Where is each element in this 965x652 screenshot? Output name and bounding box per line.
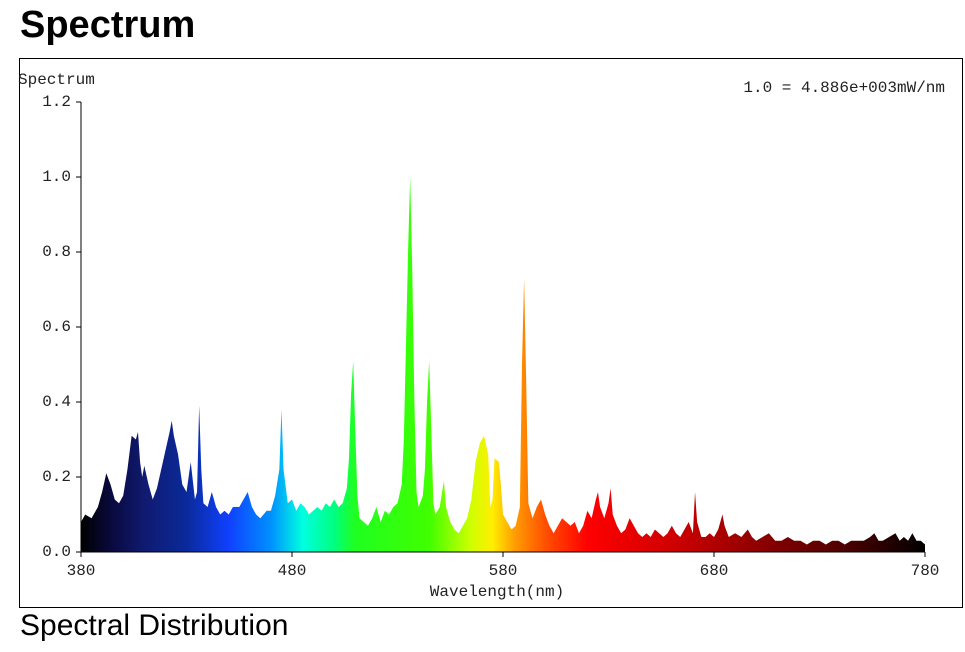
x-tick-label: 580 [489, 562, 518, 580]
y-tick-label: 0.8 [42, 243, 71, 261]
y-tick-label: 0.4 [42, 393, 71, 411]
chart-title: Spectrum [18, 71, 95, 89]
x-axis-label: Wavelength(nm) [430, 583, 564, 601]
y-tick-label: 1.0 [42, 168, 71, 186]
caption: Spectral Distribution [20, 609, 288, 642]
x-tick-label: 380 [67, 562, 96, 580]
y-tick-label: 0.6 [42, 318, 71, 336]
spectrum-area [81, 177, 925, 552]
x-tick-label: 480 [278, 562, 307, 580]
chart-frame [19, 58, 963, 608]
x-tick-label: 680 [700, 562, 729, 580]
y-tick-label: 0.0 [42, 543, 71, 561]
page-title: Spectrum [20, 4, 195, 46]
annotation: 1.0 = 4.886e+003mW/nm [743, 79, 945, 97]
y-tick-label: 0.2 [42, 468, 71, 486]
y-tick-label: 1.2 [42, 93, 71, 111]
x-tick-label: 780 [911, 562, 940, 580]
